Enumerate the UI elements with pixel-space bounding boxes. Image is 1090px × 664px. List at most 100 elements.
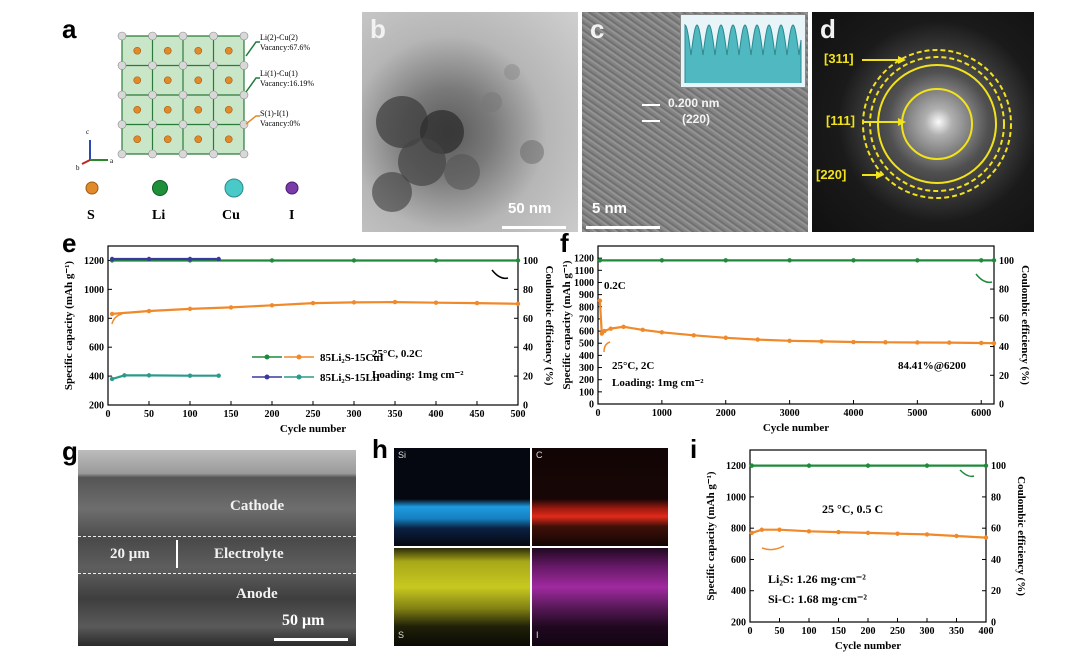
line-profile-inset	[680, 14, 806, 88]
layer-label-cathode: Cathode	[230, 498, 285, 514]
data-point	[691, 333, 697, 338]
data-point	[883, 340, 888, 345]
data-point	[723, 335, 728, 340]
y-tick-label: 800	[579, 302, 594, 313]
legend-marker	[252, 354, 314, 360]
data-point	[187, 373, 193, 378]
eds-element-label: I	[536, 630, 539, 640]
site-name: Li(1)-Cu(1)	[260, 69, 298, 78]
data-point	[749, 530, 754, 536]
site-name: S(1)-I(1)	[260, 109, 289, 118]
data-point	[187, 306, 193, 312]
data-point	[755, 337, 760, 342]
y2-tick-label: 20	[991, 586, 1001, 597]
eds-element-label: S	[398, 630, 405, 640]
y-tick-label: 1200	[84, 256, 104, 267]
panel-label: d	[820, 14, 836, 44]
legend-label: S	[87, 208, 95, 223]
diffraction-rings	[862, 49, 1012, 199]
y2-axis-label: Coulombic efficiency (%)	[1015, 476, 1027, 596]
axis-arrow	[975, 273, 993, 284]
x-tick-label: 2000	[716, 408, 736, 419]
lattice-spacing-marker	[642, 104, 660, 122]
y-axis-label: Specific capacity (mAh g⁻¹)	[561, 260, 573, 390]
chart-annotation: 25°C, 2C	[612, 360, 655, 372]
data-point	[819, 339, 824, 344]
data-point	[621, 324, 626, 330]
scale-bar	[274, 638, 348, 641]
y-tick-label: 200	[89, 401, 104, 412]
legend-swatch	[285, 181, 299, 195]
site-vacancy: Vacancy:0%	[260, 119, 300, 128]
x-tick-label: 150	[831, 626, 846, 637]
x-tick-label: 0	[596, 408, 601, 419]
panel-label: f	[560, 228, 569, 258]
series-line	[598, 300, 995, 345]
data-point	[228, 305, 234, 310]
crystal-lattice	[117, 31, 249, 159]
data-point	[146, 256, 152, 262]
crystal-structure-figure: c a b Li(2)-Cu(2) Vacancy:67.6% Li(1)-Cu…	[76, 31, 314, 223]
eds-map-i: I	[532, 548, 668, 646]
x-tick-label: 300	[920, 626, 935, 637]
y-tick-label: 400	[89, 372, 104, 383]
y-tick-label: 700	[579, 314, 594, 325]
data-point	[122, 373, 127, 378]
scale-bar-label: 5 nm	[592, 200, 628, 217]
data-point	[433, 258, 439, 263]
x-tick-label: 50	[775, 626, 785, 637]
panel-label: i	[690, 434, 698, 464]
scale-bar-label: 50 μm	[282, 612, 325, 629]
ring-label: [311]	[824, 51, 854, 66]
x-tick-label: 200	[265, 409, 280, 420]
axis-triad: c a b	[76, 128, 114, 172]
sem-cross-section-image: Cathode Electrolyte Anode 20 μm 50 μm	[78, 450, 356, 646]
x-tick-label: 0	[106, 409, 111, 420]
data-point	[806, 529, 812, 534]
legend-label: I	[289, 208, 294, 223]
y2-tick-label: 0	[999, 400, 1004, 411]
site-vacancy: Vacancy:16.19%	[260, 79, 314, 88]
x-tick-label: 0	[748, 626, 753, 637]
layer-divider	[78, 536, 356, 537]
retention-label: 84.41%@6200	[898, 360, 966, 372]
x-tick-label: 250	[890, 626, 905, 637]
panel-label: b	[370, 14, 386, 44]
data-point	[109, 311, 115, 317]
x-tick-label: 200	[861, 626, 876, 637]
y-tick-label: 200	[579, 375, 594, 386]
y-tick-label: 400	[731, 586, 746, 597]
cycling-chart-f: 0 1000 2000 3000 4000 5000 6000010020030040050…	[561, 245, 1031, 434]
data-point	[659, 258, 665, 263]
chart-annotation: Loading: 1mg cm⁻²	[612, 377, 704, 389]
y-tick-label: 600	[731, 555, 746, 566]
y2-tick-label: 40	[523, 343, 533, 354]
data-point	[895, 531, 900, 536]
axis-label-b: b	[76, 164, 80, 172]
panel-a: a c a b Li(2)-Cu(2) Vacancy:67.6% Li(1)-…	[60, 12, 350, 234]
plot-frame	[597, 245, 995, 405]
axis-label-c: c	[86, 128, 89, 136]
x-tick-label: 350	[949, 626, 964, 637]
data-point	[915, 340, 920, 345]
site-vacancy: Vacancy:67.6%	[260, 43, 310, 52]
data-point	[851, 339, 856, 345]
data-point	[602, 328, 607, 334]
y-axis-label: Specific capacity (mAh g⁻¹)	[705, 471, 717, 601]
y2-tick-label: 80	[991, 492, 1001, 503]
y2-tick-label: 0	[523, 401, 528, 412]
y-tick-label: 1200	[726, 461, 746, 472]
y2-tick-label: 80	[523, 285, 533, 296]
y-tick-label: 1000	[84, 285, 104, 296]
data-point	[640, 327, 645, 333]
eds-element-label: Si	[398, 450, 407, 460]
legend-label: Li	[152, 208, 165, 223]
chart-annotation: Si-C: 1.68 mg·cm⁻²	[768, 592, 867, 606]
x-tick-label: 250	[306, 409, 321, 420]
x-tick-label: 100	[183, 409, 198, 420]
data-point	[351, 258, 357, 263]
cycling-chart-i: 0 50 100 150 200 250 300 350 4002004006008001000…	[705, 449, 1027, 652]
site-name: Li(2)-Cu(2)	[260, 33, 298, 42]
x-tick-label: 100	[802, 626, 817, 637]
series-line	[751, 528, 987, 539]
